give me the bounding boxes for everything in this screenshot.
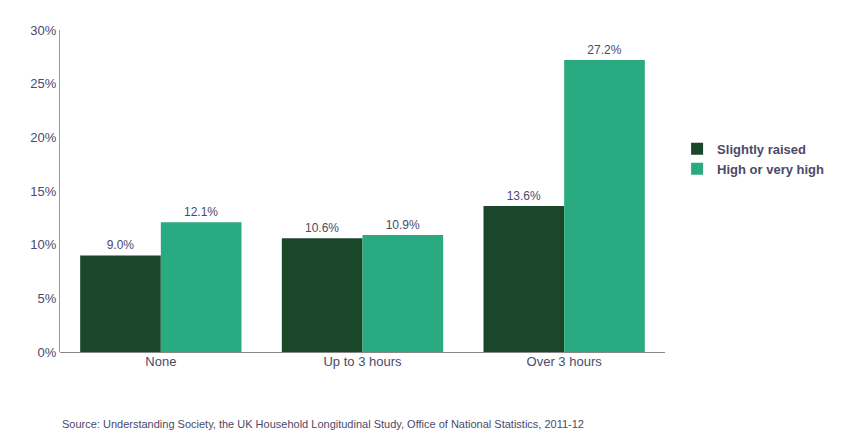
svg-text:Slightly raised: Slightly raised (717, 142, 806, 157)
svg-text:Over 3 hours: Over 3 hours (527, 354, 603, 369)
svg-text:20%: 20% (30, 130, 56, 145)
svg-text:9.0%: 9.0% (107, 238, 135, 252)
svg-text:15%: 15% (30, 184, 56, 199)
svg-text:High or very high: High or very high (717, 162, 824, 177)
svg-text:Up to 3 hours: Up to 3 hours (323, 354, 402, 369)
svg-text:12.1%: 12.1% (184, 205, 218, 219)
svg-text:10.9%: 10.9% (386, 218, 420, 232)
svg-text:None: None (145, 354, 176, 369)
svg-text:10.6%: 10.6% (305, 221, 339, 235)
svg-text:5%: 5% (38, 291, 57, 306)
svg-text:27.2%: 27.2% (587, 43, 621, 57)
svg-text:Source: Understanding Society,: Source: Understanding Society, the UK Ho… (62, 418, 584, 430)
svg-text:13.6%: 13.6% (507, 189, 541, 203)
svg-text:10%: 10% (30, 237, 56, 252)
svg-text:30%: 30% (30, 23, 56, 38)
svg-text:25%: 25% (30, 76, 56, 91)
svg-text:0%: 0% (38, 345, 57, 360)
